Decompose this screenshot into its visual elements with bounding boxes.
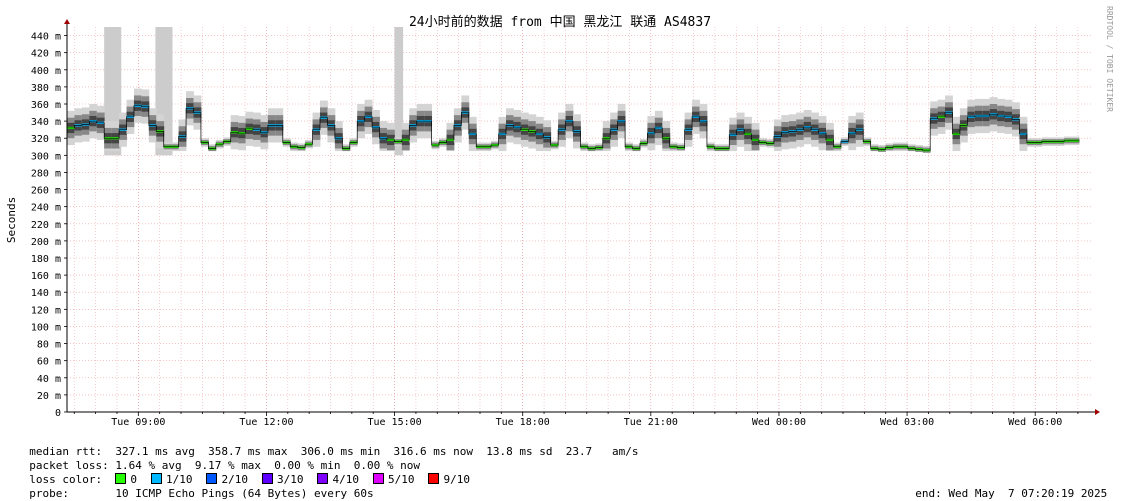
x-tick-label: Tue 18:00 (496, 417, 550, 428)
loss-color-text: 3/10 (276, 473, 304, 486)
packet-loss-label: packet loss: (29, 459, 109, 472)
x-tick-label: Tue 21:00 (624, 417, 678, 428)
median-values: 327.1 ms avg 358.7 ms max 306.0 ms min 3… (115, 445, 639, 458)
y-axis-arrow (64, 19, 70, 24)
loss-color-item: 3/10 (261, 473, 304, 486)
loss-color-text: 1/10 (165, 473, 193, 486)
loss-color-swatch (372, 473, 384, 484)
loss-color-item: 9/10 (428, 473, 470, 486)
y-tick-label: 320 m (31, 134, 61, 145)
loss-color-swatch (428, 473, 440, 484)
y-tick-label: 0 (55, 408, 61, 419)
y-tick-label: 200 m (31, 237, 61, 248)
smoke-bands (67, 27, 1080, 156)
median-label: median rtt: (29, 445, 103, 458)
y-tick-label: 240 m (31, 203, 61, 214)
y-tick-label: 80 m (37, 340, 61, 351)
y-tick-label: 400 m (31, 66, 61, 77)
x-tick-label: Tue 15:00 (367, 417, 421, 428)
x-tick-label: Tue 12:00 (239, 417, 293, 428)
y-tick-labels: 0 20 m 40 m 60 m 80 m 100 m 120 m 140 m 160 m 180… (31, 32, 61, 419)
x-tick-label: Tue 09:00 (111, 417, 165, 428)
y-tick-label: 260 m (31, 186, 61, 197)
watermark: RRDTOOL / TOBI OETIKER (1105, 6, 1114, 112)
axes (64, 19, 1100, 416)
loss-color-text: 2/10 (221, 473, 248, 486)
legend-probe: probe: 10 ICMP Echo Pings (64 Bytes) eve… (16, 473, 373, 501)
y-tick-label: 380 m (31, 83, 61, 94)
loss-color-swatch (115, 473, 127, 484)
legend-median: median rtt: 327.1 ms avg 358.7 ms max 30… (16, 431, 639, 459)
smokeping-chart: 0 20 m 40 m 60 m 80 m 100 m 120 m 140 m 160 m 180… (5, 6, 1114, 428)
loss-color-label: loss color: (29, 473, 103, 486)
loss-color-item: 0 (115, 473, 137, 486)
chart-title: 24小时前的数据 from 中国 黑龙江 联通 AS4837 (409, 14, 711, 30)
x-tick-label: Wed 00:00 (752, 417, 806, 428)
loss-color-swatch (206, 473, 218, 484)
x-tick-labels: Tue 09:00 Tue 12:00 Tue 15:00 Tue 18:00 Tue … (111, 417, 1062, 428)
loss-color-item: 2/10 (206, 473, 248, 486)
loss-color-text: 5/10 (387, 473, 415, 486)
packet-loss-values: 1.64 % avg 9.17 % max 0.00 % min 0.00 % … (115, 459, 420, 472)
y-tick-label: 20 m (37, 391, 61, 402)
y-axis-label: Seconds (5, 197, 18, 243)
loss-color-swatch (261, 473, 273, 484)
y-tick-label: 300 m (31, 151, 61, 162)
legend-loss-color: loss color: 0 1/10 2/10 3/10 4/10 5/10 9/10 (16, 459, 484, 487)
grid (67, 27, 1092, 413)
x-tick-label: Wed 03:00 (880, 417, 934, 428)
y-tick-label: 60 m (37, 357, 61, 368)
median-step-line (67, 105, 1079, 151)
y-tick-label: 140 m (31, 288, 61, 299)
x-axis-arrow (1095, 409, 1100, 415)
y-tick-label: 100 m (31, 322, 61, 333)
loss-color-item: 5/10 (372, 473, 415, 486)
loss-color-swatch (150, 473, 162, 484)
y-tick-label: 160 m (31, 271, 61, 282)
spike-band (394, 27, 404, 156)
legend-packet-loss: packet loss: 1.64 % avg 9.17 % max 0.00 … (16, 445, 420, 473)
y-tick-label: 220 m (31, 220, 61, 231)
loss-color-text: 9/10 (443, 473, 470, 486)
y-tick-label: 180 m (31, 254, 61, 265)
loss-color-text: 4/10 (332, 473, 359, 486)
legend-end: end: Wed May 7 07:20:19 2025 (902, 473, 1107, 501)
x-tick-label: Wed 06:00 (1008, 417, 1062, 428)
loss-color-item: 1/10 (150, 473, 193, 486)
y-tick-label: 120 m (31, 305, 61, 316)
y-tick-label: 420 m (31, 49, 61, 60)
loss-color-swatches: 0 1/10 2/10 3/10 4/10 5/10 9/10 (115, 473, 484, 486)
y-tick-label: 360 m (31, 100, 61, 111)
loss-color-swatch (317, 473, 329, 484)
y-tick-label: 280 m (31, 168, 61, 179)
y-tick-label: 340 m (31, 117, 61, 128)
loss-color-text: 0 (130, 473, 137, 486)
median-line (67, 104, 1079, 152)
loss-color-item: 4/10 (317, 473, 359, 486)
y-tick-label: 40 m (37, 374, 61, 385)
y-tick-label: 440 m (31, 32, 61, 43)
